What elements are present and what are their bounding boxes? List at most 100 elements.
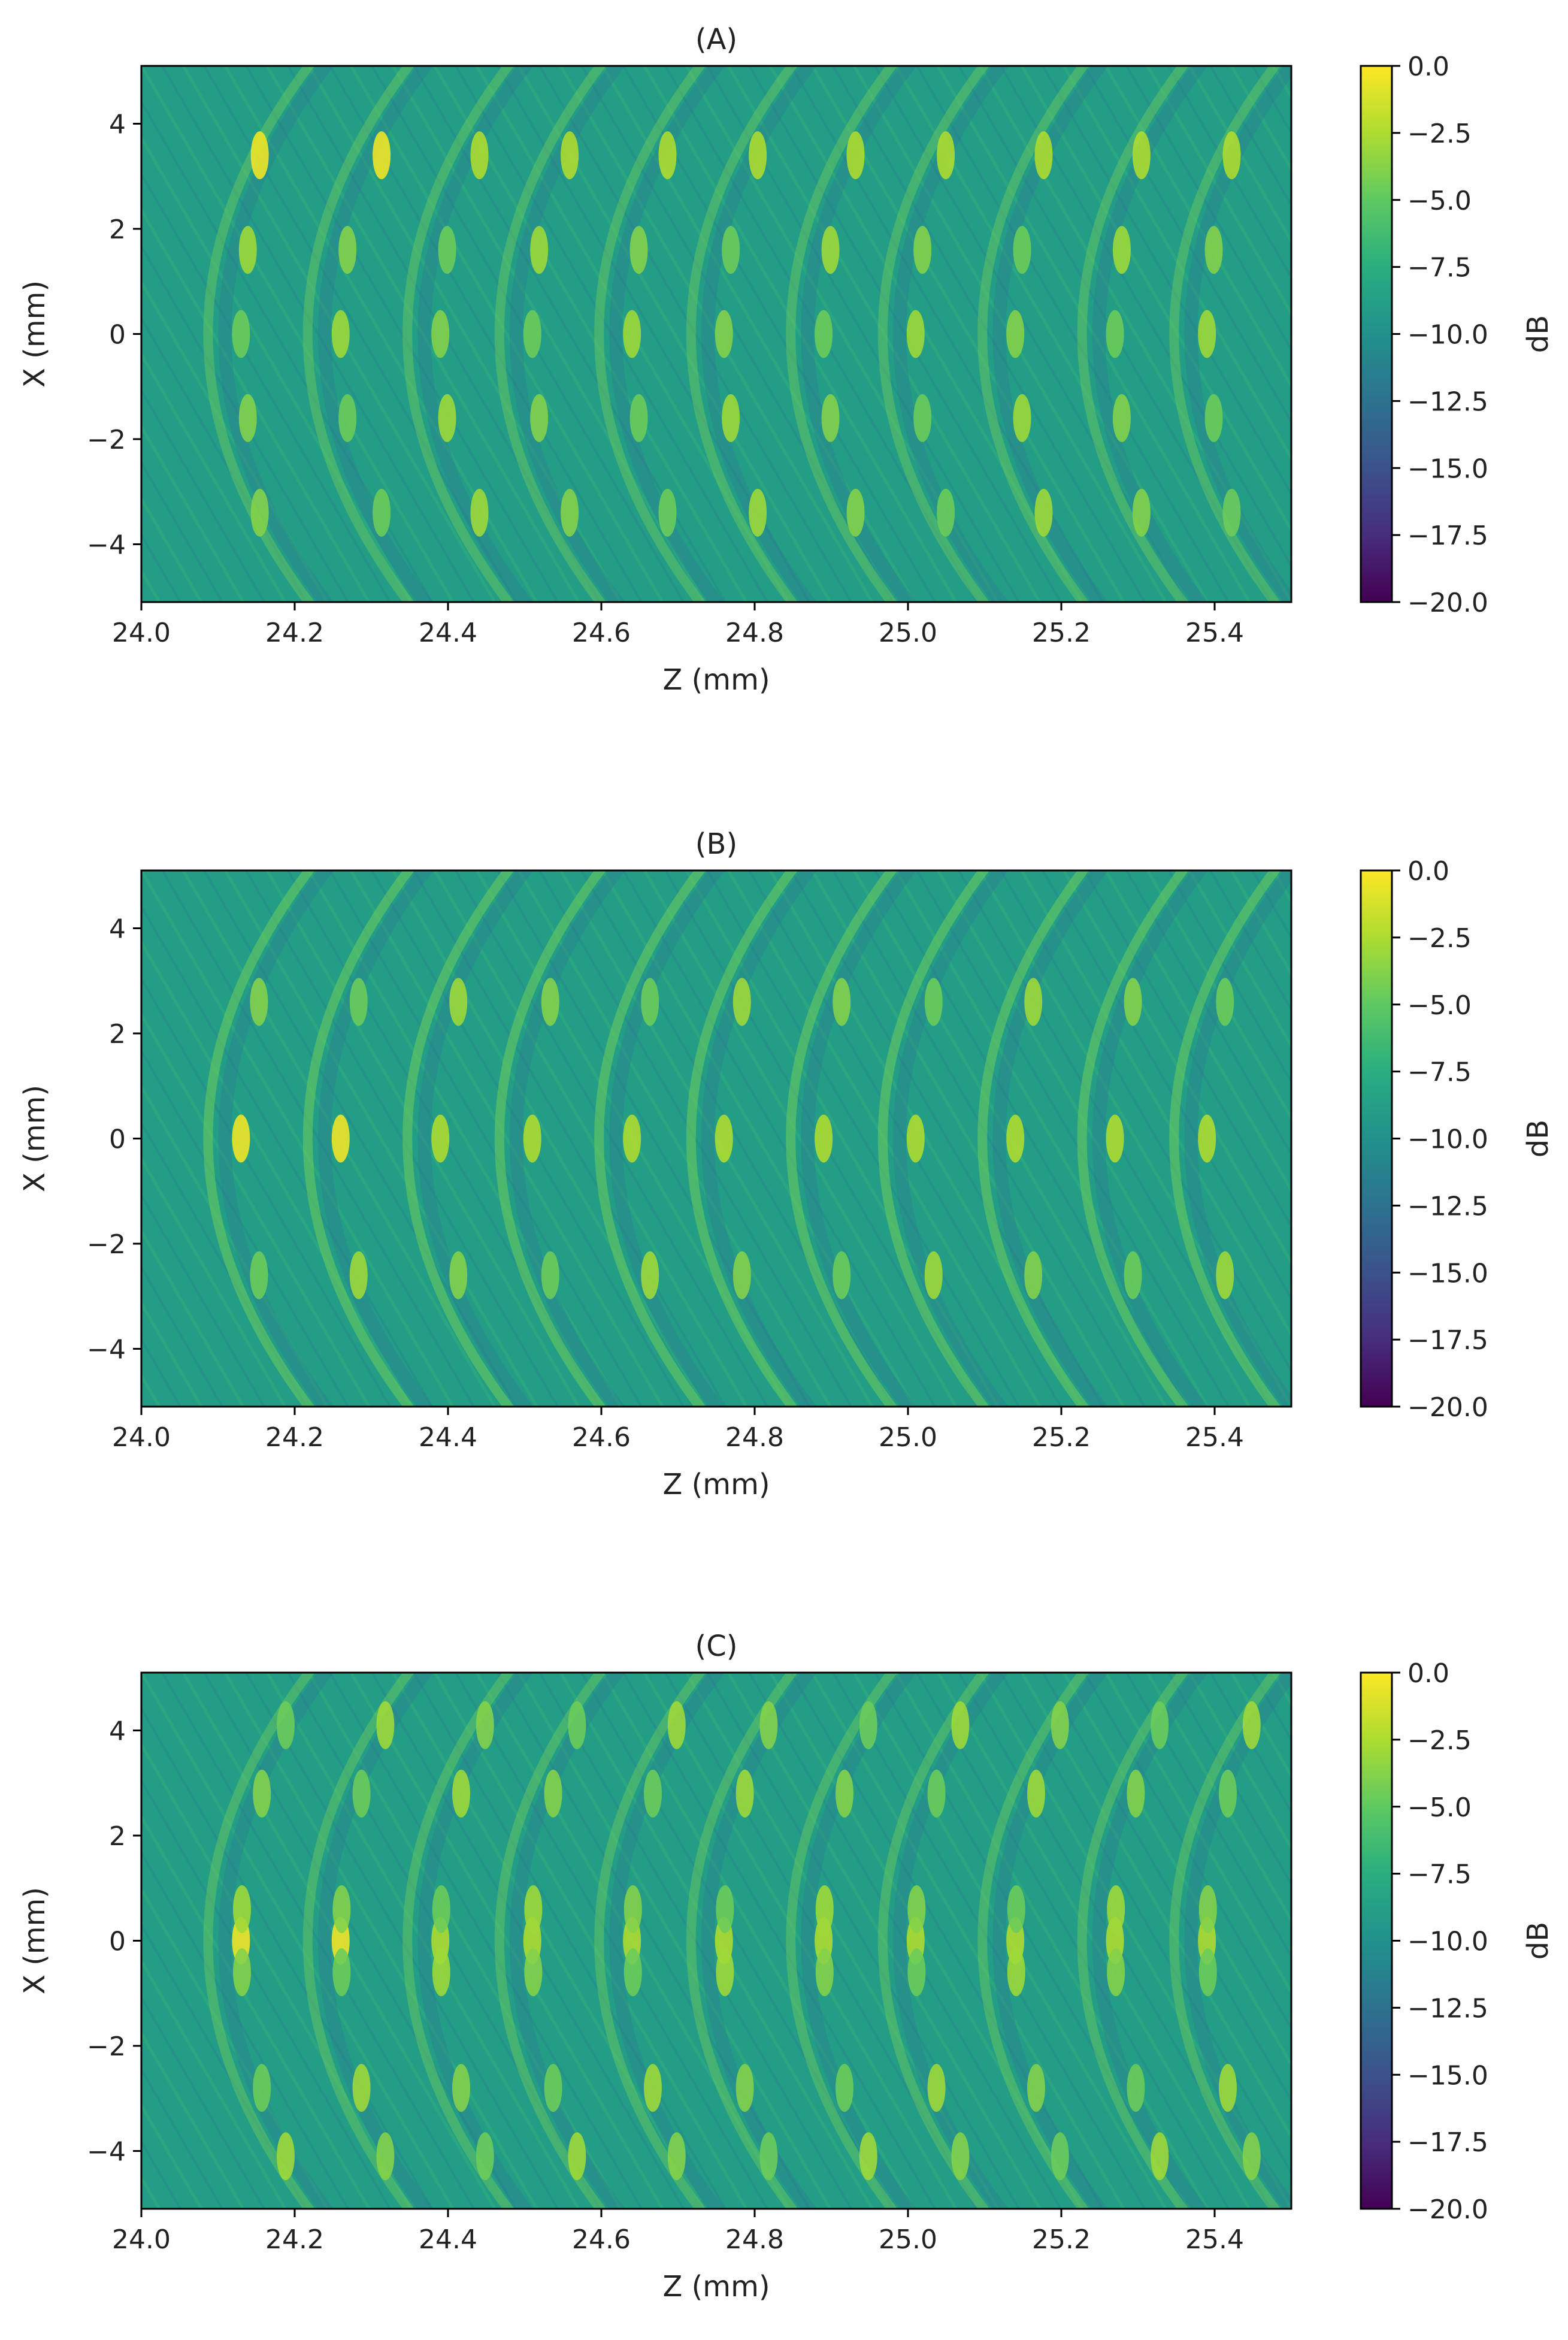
streak-dark — [455, 66, 768, 602]
streak-dark — [455, 870, 768, 1407]
reflector-peak — [667, 2132, 686, 2181]
reflector-arc-shadow — [417, 1673, 534, 2209]
colorbar-tick-label: −20.0 — [1407, 588, 1488, 618]
reflector-arc — [594, 66, 706, 602]
streak-dark — [245, 1673, 559, 2209]
reflector-arc — [1077, 1673, 1189, 2209]
streak-dark — [874, 1673, 1188, 2209]
streak-dark — [141, 904, 433, 1407]
reflector-arc-shadow — [1092, 66, 1208, 602]
streak — [141, 1228, 245, 1407]
reflector-peak — [951, 2132, 970, 2181]
streak — [1146, 1673, 1291, 1924]
heatmap-image — [141, 870, 1291, 1407]
reflector-peak — [376, 1701, 395, 1749]
streak — [1104, 1673, 1291, 1996]
streak-dark — [1167, 66, 1291, 280]
reflector-peak — [821, 394, 840, 442]
streak-dark — [245, 66, 559, 602]
streak-dark — [916, 66, 1230, 602]
streak — [1188, 1673, 1291, 1851]
colorbar-tick-label: 0.0 — [1407, 1658, 1449, 1689]
streak-dark — [455, 1673, 768, 2209]
reflector-arc-shadow — [992, 1673, 1109, 2209]
reflector-arc — [786, 870, 898, 1407]
colorbar-tick-label: −17.5 — [1407, 521, 1488, 551]
reflector-arc — [302, 66, 415, 602]
y-tick-label: −4 — [87, 1334, 126, 1365]
reflector-arcs — [203, 66, 1291, 602]
reflector-peak — [452, 2064, 470, 2112]
reflector-peak — [821, 226, 840, 274]
reflector-peak — [1106, 1114, 1124, 1163]
reflector-peak — [250, 978, 268, 1026]
reflector-arc-shadow — [609, 1673, 725, 2209]
reflector-arc-shadow — [992, 66, 1109, 602]
streak — [894, 870, 1209, 1407]
streak — [810, 1673, 1125, 2209]
streak — [141, 1011, 371, 1407]
reflector-peak — [835, 1769, 853, 1818]
reflector-arc — [977, 66, 1089, 602]
streak — [391, 1673, 706, 2209]
reflector-peak — [349, 978, 368, 1026]
streak — [141, 1958, 287, 2209]
reflector-peak — [1051, 1701, 1069, 1749]
streak — [141, 351, 287, 602]
streak — [643, 66, 958, 602]
reflector-peak — [1127, 2064, 1145, 2112]
x-axis-label: Z (mm) — [662, 2270, 770, 2303]
reflector-peak — [629, 394, 648, 442]
streak — [141, 279, 329, 602]
streak-dark — [580, 870, 894, 1407]
streak-dark — [0, 1673, 13, 2209]
streak — [433, 870, 748, 1407]
streak — [391, 66, 706, 602]
reflector-peak — [1204, 226, 1223, 274]
x-tick-label: 24.2 — [265, 618, 324, 648]
x-tick-label: 24.6 — [572, 1422, 631, 1453]
streak — [1104, 66, 1291, 389]
reflector-peak — [452, 1769, 470, 1818]
reflector-peak — [735, 1769, 754, 1818]
streak-dark — [1000, 870, 1291, 1373]
streak — [768, 1673, 1083, 2209]
reflector-peak — [1198, 1885, 1217, 1933]
reflector-peak — [470, 488, 489, 537]
reflector-peak — [250, 131, 269, 180]
reflector-peak — [376, 2132, 395, 2181]
x-tick-label: 24.4 — [419, 2224, 477, 2255]
y-tick-label: −4 — [87, 530, 126, 560]
streak-dark — [141, 2067, 223, 2209]
streak — [141, 2030, 245, 2209]
reflector-peak — [1124, 1251, 1142, 1299]
streak — [433, 1673, 748, 2209]
reflector-peak — [722, 394, 740, 442]
reflector-peak — [1216, 1251, 1234, 1299]
x-tick-label: 24.8 — [725, 2224, 784, 2255]
reflector-peak — [541, 1251, 559, 1299]
colorbar-tick-label: −5.0 — [1407, 990, 1472, 1021]
x-tick-label: 24.0 — [112, 1422, 171, 1453]
x-tick-label: 25.0 — [879, 1422, 937, 1453]
reflector-peak — [338, 394, 357, 442]
colorbar-tick-label: 0.0 — [1407, 52, 1449, 82]
reflector-peak — [524, 1948, 543, 1997]
reflector-arc-shadow — [992, 870, 1109, 1407]
colorbar: 0.0 −2.5 −5.0 −7.5 −10.0 −12.5 −15.0 −17.5 −20.0… — [1360, 1658, 1555, 2225]
reflector-peak — [331, 1114, 350, 1163]
colorbar-tick-label: −7.5 — [1407, 1057, 1472, 1088]
streak-dark — [141, 1193, 265, 1407]
streak-dark — [706, 1673, 1020, 2209]
reflector-arc — [1077, 870, 1189, 1407]
colorbar-tick-label: −2.5 — [1407, 923, 1472, 954]
reflector-peak — [641, 1251, 659, 1299]
streak-dark — [161, 870, 475, 1407]
colorbar-tick-label: −10.0 — [1407, 1927, 1488, 1957]
colorbar: 0.0 −2.5 −5.0 −7.5 −10.0 −12.5 −15.0 −17.5 −20.0… — [1360, 52, 1555, 618]
reflector-arc — [786, 1673, 898, 2209]
reflector-arc — [686, 870, 798, 1407]
colorbar-tick-label: −20.0 — [1407, 1392, 1488, 1423]
x-tick-label: 25.4 — [1185, 2224, 1244, 2255]
